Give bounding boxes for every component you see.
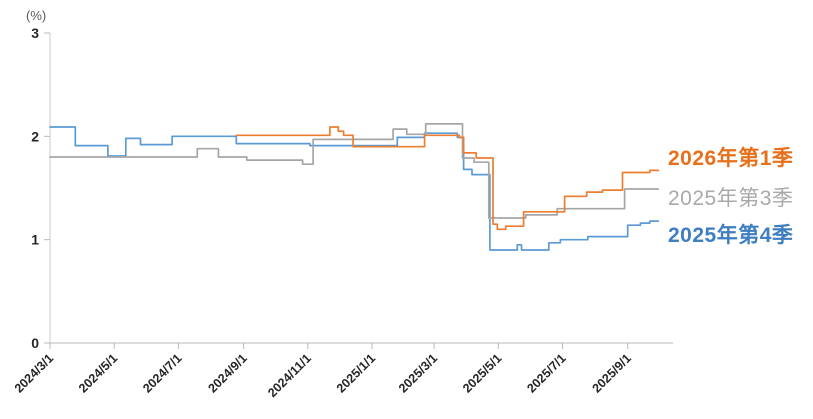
chart-legend: 2026年第1季 2025年第3季 2025年第4季 (668, 0, 813, 419)
y-tick-label: 1 (31, 232, 39, 248)
series-line-2026年第1季 (235, 126, 660, 231)
x-tick-label: 2025/7/1 (524, 351, 568, 395)
series-line-2025年第4季 (49, 126, 660, 251)
x-tick-label: 2025/3/1 (396, 351, 440, 395)
series-line-2025年第3季 (49, 123, 660, 219)
y-tick-label: 0 (31, 335, 39, 351)
x-tick-label: 2024/3/1 (12, 351, 56, 395)
x-tick-label: 2024/7/1 (140, 351, 184, 395)
x-tick-label: 2024/9/1 (205, 351, 249, 395)
x-tick-label: 2025/1/1 (334, 351, 378, 395)
x-tick-label: 2024/11/1 (265, 351, 314, 400)
x-tick-label: 2025/5/1 (460, 351, 504, 395)
x-tick-label: 2024/5/1 (76, 351, 120, 395)
y-axis-unit-label: (%) (26, 8, 47, 23)
x-tick-label: 2025/9/1 (590, 351, 634, 395)
legend-label-2025-q3: 2025年第3季 (668, 187, 794, 210)
legend-label-2025-q4: 2025年第4季 (668, 224, 794, 247)
legend-label-2026-q1: 2026年第1季 (668, 147, 794, 170)
y-tick-label: 2 (31, 128, 39, 144)
y-tick-label: 3 (31, 25, 39, 41)
